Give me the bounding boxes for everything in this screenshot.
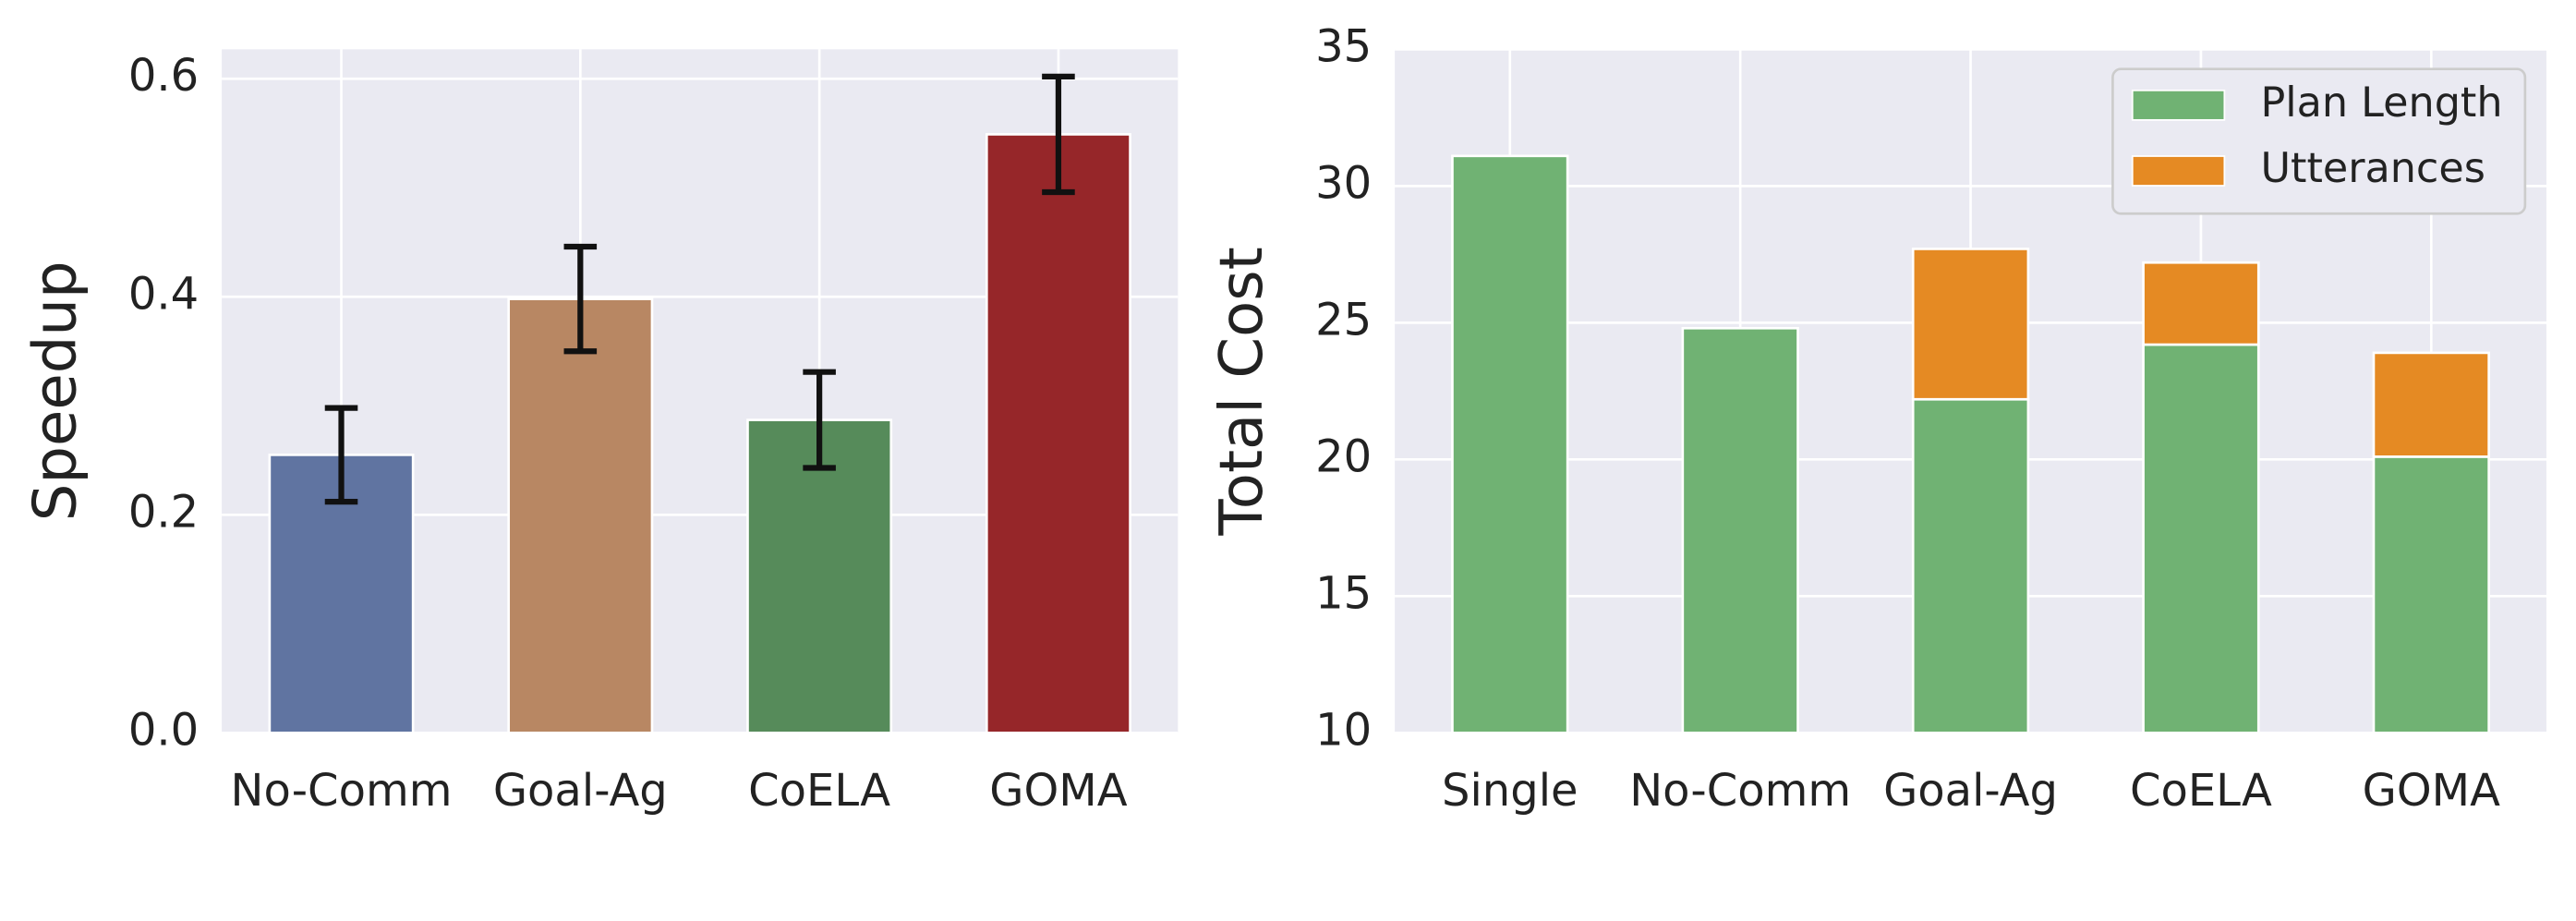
- x-tick-label: Goal-Ag: [493, 765, 668, 817]
- bar-segment: [1681, 326, 1799, 734]
- y-tick-label: 30: [1315, 157, 1372, 209]
- legend-swatch: [2131, 155, 2226, 187]
- x-tick-label: No-Comm: [231, 765, 453, 817]
- error-bar: [803, 369, 836, 471]
- bar: [746, 418, 893, 734]
- bar-segment: [1911, 248, 2030, 401]
- x-tick-label: Single: [1442, 765, 1578, 817]
- y-tick-label: 25: [1315, 294, 1372, 345]
- x-tick-label: No-Comm: [1629, 765, 1851, 817]
- bar-segment: [2142, 261, 2260, 346]
- x-tick-label: GOMA: [989, 765, 1127, 817]
- legend-label: Plan Length: [2260, 79, 2502, 127]
- y-tick-label: 0.4: [128, 268, 199, 320]
- x-tick-label: GOMA: [2363, 765, 2500, 817]
- bar-segment: [2142, 343, 2260, 734]
- error-bar: [1042, 73, 1075, 196]
- y-axis-label: Total Cost: [1208, 247, 1276, 536]
- error-bar: [563, 243, 598, 355]
- bar-segment: [1911, 397, 2030, 734]
- bar: [985, 133, 1131, 734]
- bar: [507, 297, 654, 734]
- y-tick-label: 0.6: [128, 50, 199, 102]
- y-tick-label: 15: [1315, 567, 1372, 619]
- legend-label: Utterances: [2260, 145, 2485, 192]
- x-tick-label: Goal-Ag: [1883, 765, 2058, 817]
- legend-swatch: [2131, 89, 2226, 121]
- y-tick-label: 0.2: [128, 486, 199, 538]
- bar-segment: [1451, 154, 1569, 734]
- y-tick-label: 0.0: [128, 704, 199, 756]
- y-tick-label: 20: [1315, 430, 1372, 482]
- bar-segment: [2372, 455, 2490, 734]
- x-tick-label: CoELA: [2130, 765, 2272, 817]
- bar-segment: [2372, 351, 2490, 458]
- x-tick-label: CoELA: [748, 765, 890, 817]
- y-axis-label: Speedup: [22, 261, 91, 521]
- y-tick-label: 10: [1315, 704, 1372, 756]
- error-bar: [324, 405, 358, 505]
- y-tick-label: 35: [1315, 20, 1372, 72]
